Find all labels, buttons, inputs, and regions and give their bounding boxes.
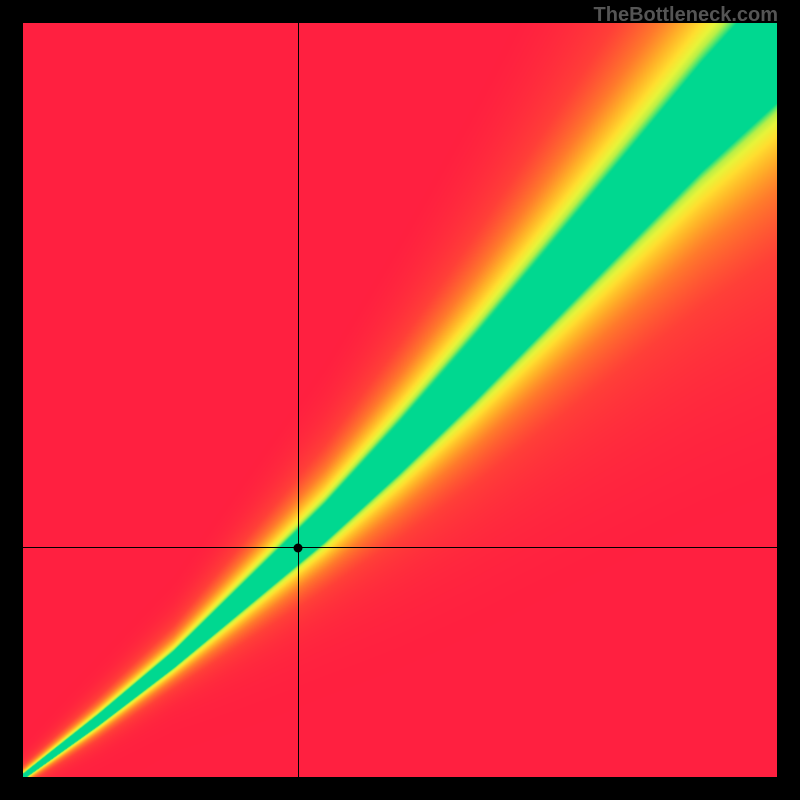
bottleneck-heatmap bbox=[23, 23, 777, 777]
crosshair-vertical bbox=[298, 23, 299, 777]
crosshair-horizontal bbox=[23, 547, 777, 548]
chart-container: TheBottleneck.com bbox=[0, 0, 800, 800]
crosshair-dot bbox=[294, 543, 303, 552]
watermark-text: TheBottleneck.com bbox=[594, 4, 778, 27]
